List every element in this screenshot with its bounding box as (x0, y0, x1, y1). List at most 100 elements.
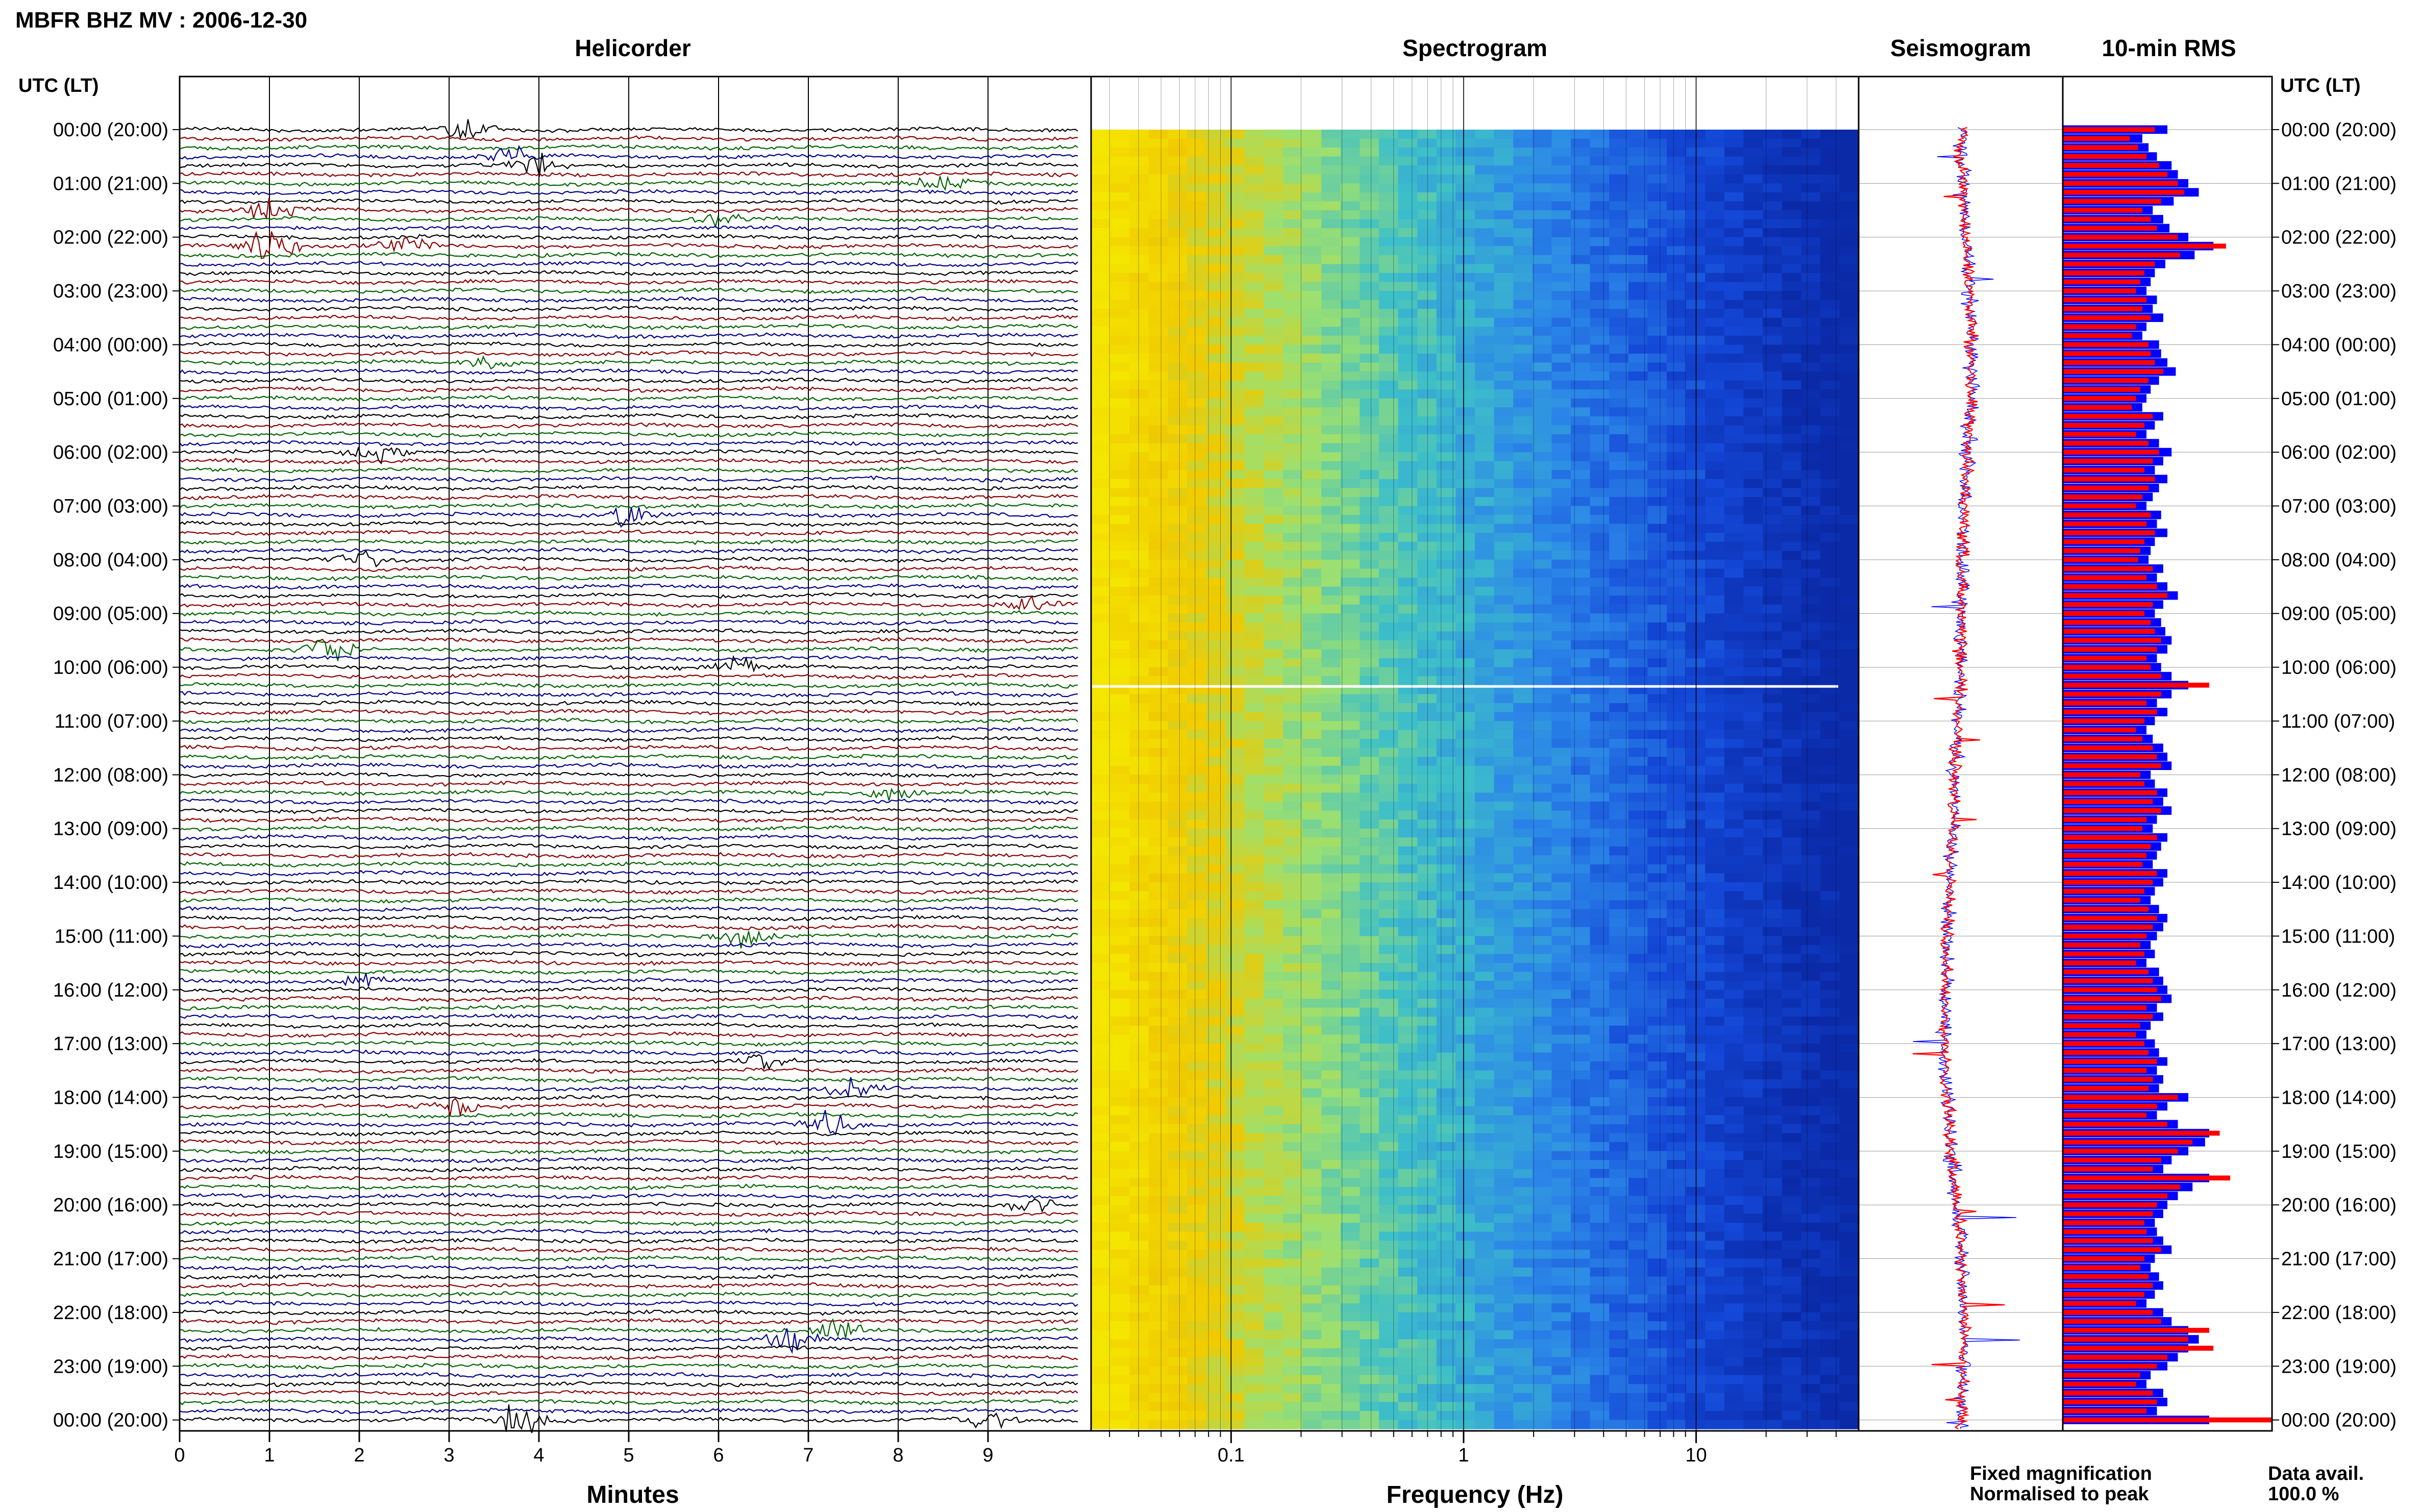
spectrogram-cell (1225, 1124, 1245, 1134)
spectrogram-cell (1763, 864, 1783, 874)
spectrogram-cell (1763, 765, 1783, 776)
spectrogram-cell (1129, 237, 1149, 247)
spectrogram-cell (1667, 936, 1687, 946)
spectrogram-cell (1839, 380, 1859, 390)
spectrogram-cell (1743, 1106, 1763, 1116)
spectrogram-cell (1091, 183, 1111, 193)
spectrogram-cell (1244, 1034, 1265, 1044)
spectrogram-cell (1571, 470, 1591, 480)
spectrogram-cell (1647, 1124, 1667, 1134)
spectrogram-cell (1225, 1106, 1245, 1116)
spectrogram-cell (1417, 183, 1437, 193)
spectrogram-cell (1436, 757, 1457, 766)
spectrogram-cell (1763, 165, 1783, 175)
spectrogram-cell (1743, 1133, 1763, 1143)
spectrogram-cell (1340, 156, 1361, 166)
spectrogram-cell (1148, 927, 1169, 937)
spectrogram-cell (1839, 855, 1859, 865)
spectrogram-cell (1743, 846, 1763, 856)
spectrogram-cell (1628, 864, 1648, 874)
spectrogram-cell (1590, 551, 1610, 560)
spectrogram-cell (1705, 264, 1725, 274)
spectrogram-cell (1206, 192, 1226, 202)
spectrogram-cell (1590, 649, 1610, 659)
spectrogram-cell (1590, 407, 1610, 417)
spectrogram-cell (1379, 541, 1399, 552)
spectrogram-cell (1206, 757, 1226, 766)
spectrogram-cell (1321, 246, 1341, 256)
spectrogram-cell (1513, 407, 1533, 417)
spectrogram-cell (1340, 596, 1361, 605)
spectrogram-cell (1455, 846, 1475, 856)
spectrogram-cell (1801, 237, 1821, 247)
spectrogram-cell (1609, 380, 1629, 390)
spectrogram-cell (1283, 174, 1303, 184)
spectrogram-cell (1360, 1142, 1379, 1152)
spectrogram-cell (1590, 1196, 1610, 1205)
spectrogram-cell (1283, 407, 1303, 417)
spectrogram-cell (1225, 972, 1245, 981)
spectrogram-cell (1455, 1088, 1475, 1098)
spectrogram-cell (1225, 541, 1245, 552)
spectrogram-cell (1168, 963, 1188, 973)
spectrogram-cell (1551, 667, 1571, 677)
spectrogram-cell (1129, 130, 1149, 139)
spectrogram-cell (1129, 721, 1149, 731)
spectrogram-cell (1782, 1196, 1802, 1205)
spectrogram-cell (1571, 380, 1591, 390)
spectrogram-cell (1091, 1160, 1111, 1170)
spectrogram-cell (1436, 201, 1457, 211)
spectrogram-cell (1264, 309, 1283, 318)
spectrogram-cell (1743, 506, 1763, 515)
spectrogram-cell (1494, 1061, 1514, 1071)
spectrogram-cell (1820, 443, 1840, 453)
spectrogram-cell (1225, 371, 1245, 381)
spectrogram-cell (1340, 918, 1361, 928)
spectrogram-cell (1436, 380, 1457, 390)
spectrogram-cell (1225, 748, 1245, 757)
spectrogram-cell (1360, 362, 1379, 372)
spectrogram-cell (1398, 264, 1418, 274)
spectrogram-cell (1705, 775, 1725, 784)
spectrogram-cell (1839, 497, 1859, 507)
spectrogram-cell (1647, 864, 1667, 874)
spectrogram-cell (1820, 174, 1840, 184)
spectrogram-cell (1455, 945, 1475, 955)
spectrogram-cell (1225, 765, 1245, 776)
spectrogram-cell (1475, 434, 1495, 444)
spectrogram-cell (1743, 694, 1763, 704)
spectrogram-cell (1244, 541, 1265, 552)
spectrogram-cell (1705, 631, 1725, 641)
spectrogram-cell (1571, 541, 1591, 552)
spectrogram-cell (1609, 999, 1629, 1008)
spectrogram-cell (1590, 354, 1610, 363)
spectrogram-cell (1110, 694, 1130, 704)
spectrogram-cell (1763, 667, 1783, 677)
spectrogram-cell (1321, 1124, 1341, 1134)
spectrogram-cell (1340, 658, 1361, 668)
spectrogram-cell (1244, 721, 1265, 731)
spectrogram-cell (1225, 846, 1245, 856)
spectrogram-cell (1398, 255, 1418, 265)
spectrogram-cell (1532, 1142, 1552, 1152)
spectrogram-cell (1724, 622, 1744, 632)
spectrogram-cell (1628, 721, 1648, 731)
spectrogram-cell (1647, 676, 1667, 686)
spectrogram-cell (1782, 156, 1802, 166)
spectrogram-cell (1436, 300, 1457, 309)
spectrogram-cell (1724, 954, 1744, 963)
spectrogram-cell (1417, 792, 1437, 802)
spectrogram-cell (1494, 380, 1514, 390)
spectrogram-cell (1398, 497, 1418, 507)
spectrogram-cell (1091, 210, 1111, 220)
spectrogram-cell (1839, 963, 1859, 973)
spectrogram-cell (1091, 272, 1111, 283)
spectrogram-cell (1609, 506, 1629, 515)
spectrogram-cell (1590, 1052, 1610, 1062)
spectrogram-cell (1225, 183, 1245, 193)
spectrogram-cell (1129, 846, 1149, 856)
spectrogram-cell (1417, 291, 1437, 301)
spectrogram-cell (1129, 210, 1149, 220)
helicorder-trace (179, 1192, 1078, 1200)
spectrogram-cell (1551, 820, 1571, 829)
